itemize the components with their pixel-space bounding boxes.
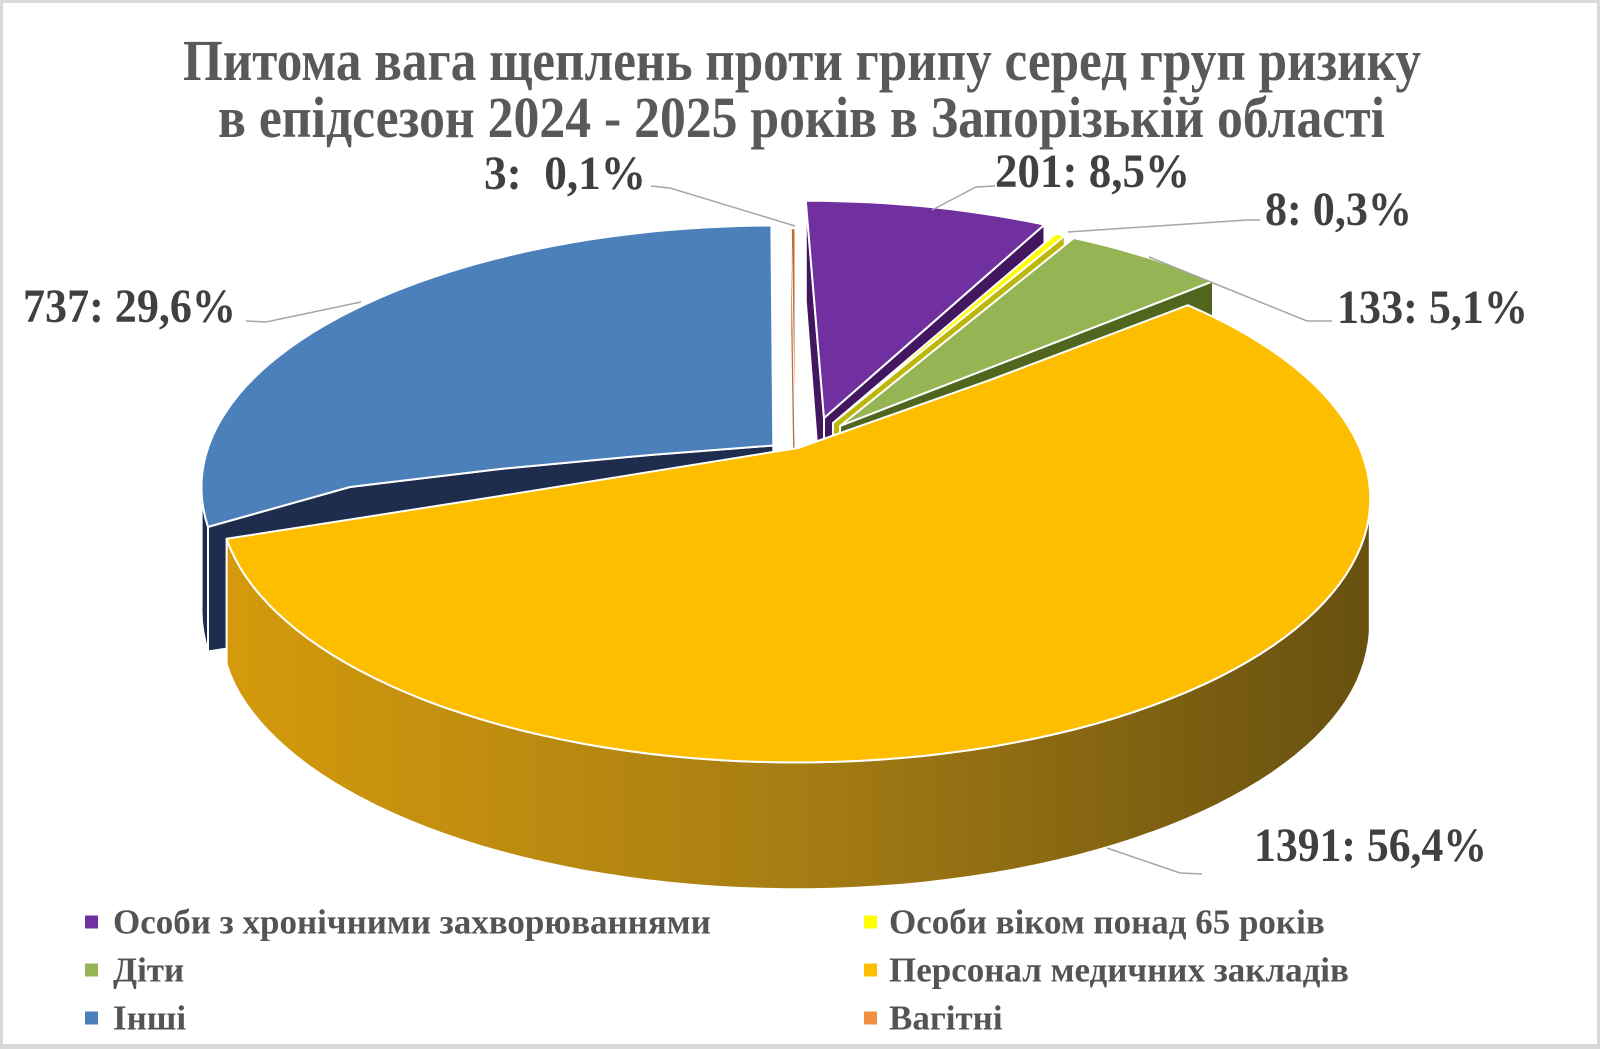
- svg-text:Вагітні: Вагітні: [889, 999, 1003, 1038]
- svg-text:в епідсезон 2024 - 2025 років: в епідсезон 2024 - 2025 років в Запорізь…: [218, 85, 1385, 150]
- svg-text:3: 0,1%: 3: 0,1%: [484, 147, 646, 200]
- svg-text:Персонал медичних закладів: Персонал медичних закладів: [889, 951, 1349, 990]
- svg-text:Інші: Інші: [113, 999, 186, 1038]
- svg-text:8: 0,3%: 8: 0,3%: [1265, 183, 1412, 236]
- svg-text:201: 8,5%: 201: 8,5%: [995, 145, 1190, 198]
- svg-text:Діти: Діти: [113, 951, 184, 990]
- svg-text:Питома вага щеплень проти грип: Питома вага щеплень проти грипу серед гр…: [183, 28, 1421, 93]
- svg-text:737: 29,6%: 737: 29,6%: [23, 280, 236, 333]
- svg-text:Особи віком понад 65 років: Особи віком понад 65 років: [889, 903, 1325, 942]
- svg-text:1391: 56,4%: 1391: 56,4%: [1254, 819, 1487, 872]
- svg-text:133: 5,1%: 133: 5,1%: [1337, 281, 1528, 334]
- svg-text:Особи з хронічними захворюванн: Особи з хронічними захворюваннями: [113, 903, 711, 942]
